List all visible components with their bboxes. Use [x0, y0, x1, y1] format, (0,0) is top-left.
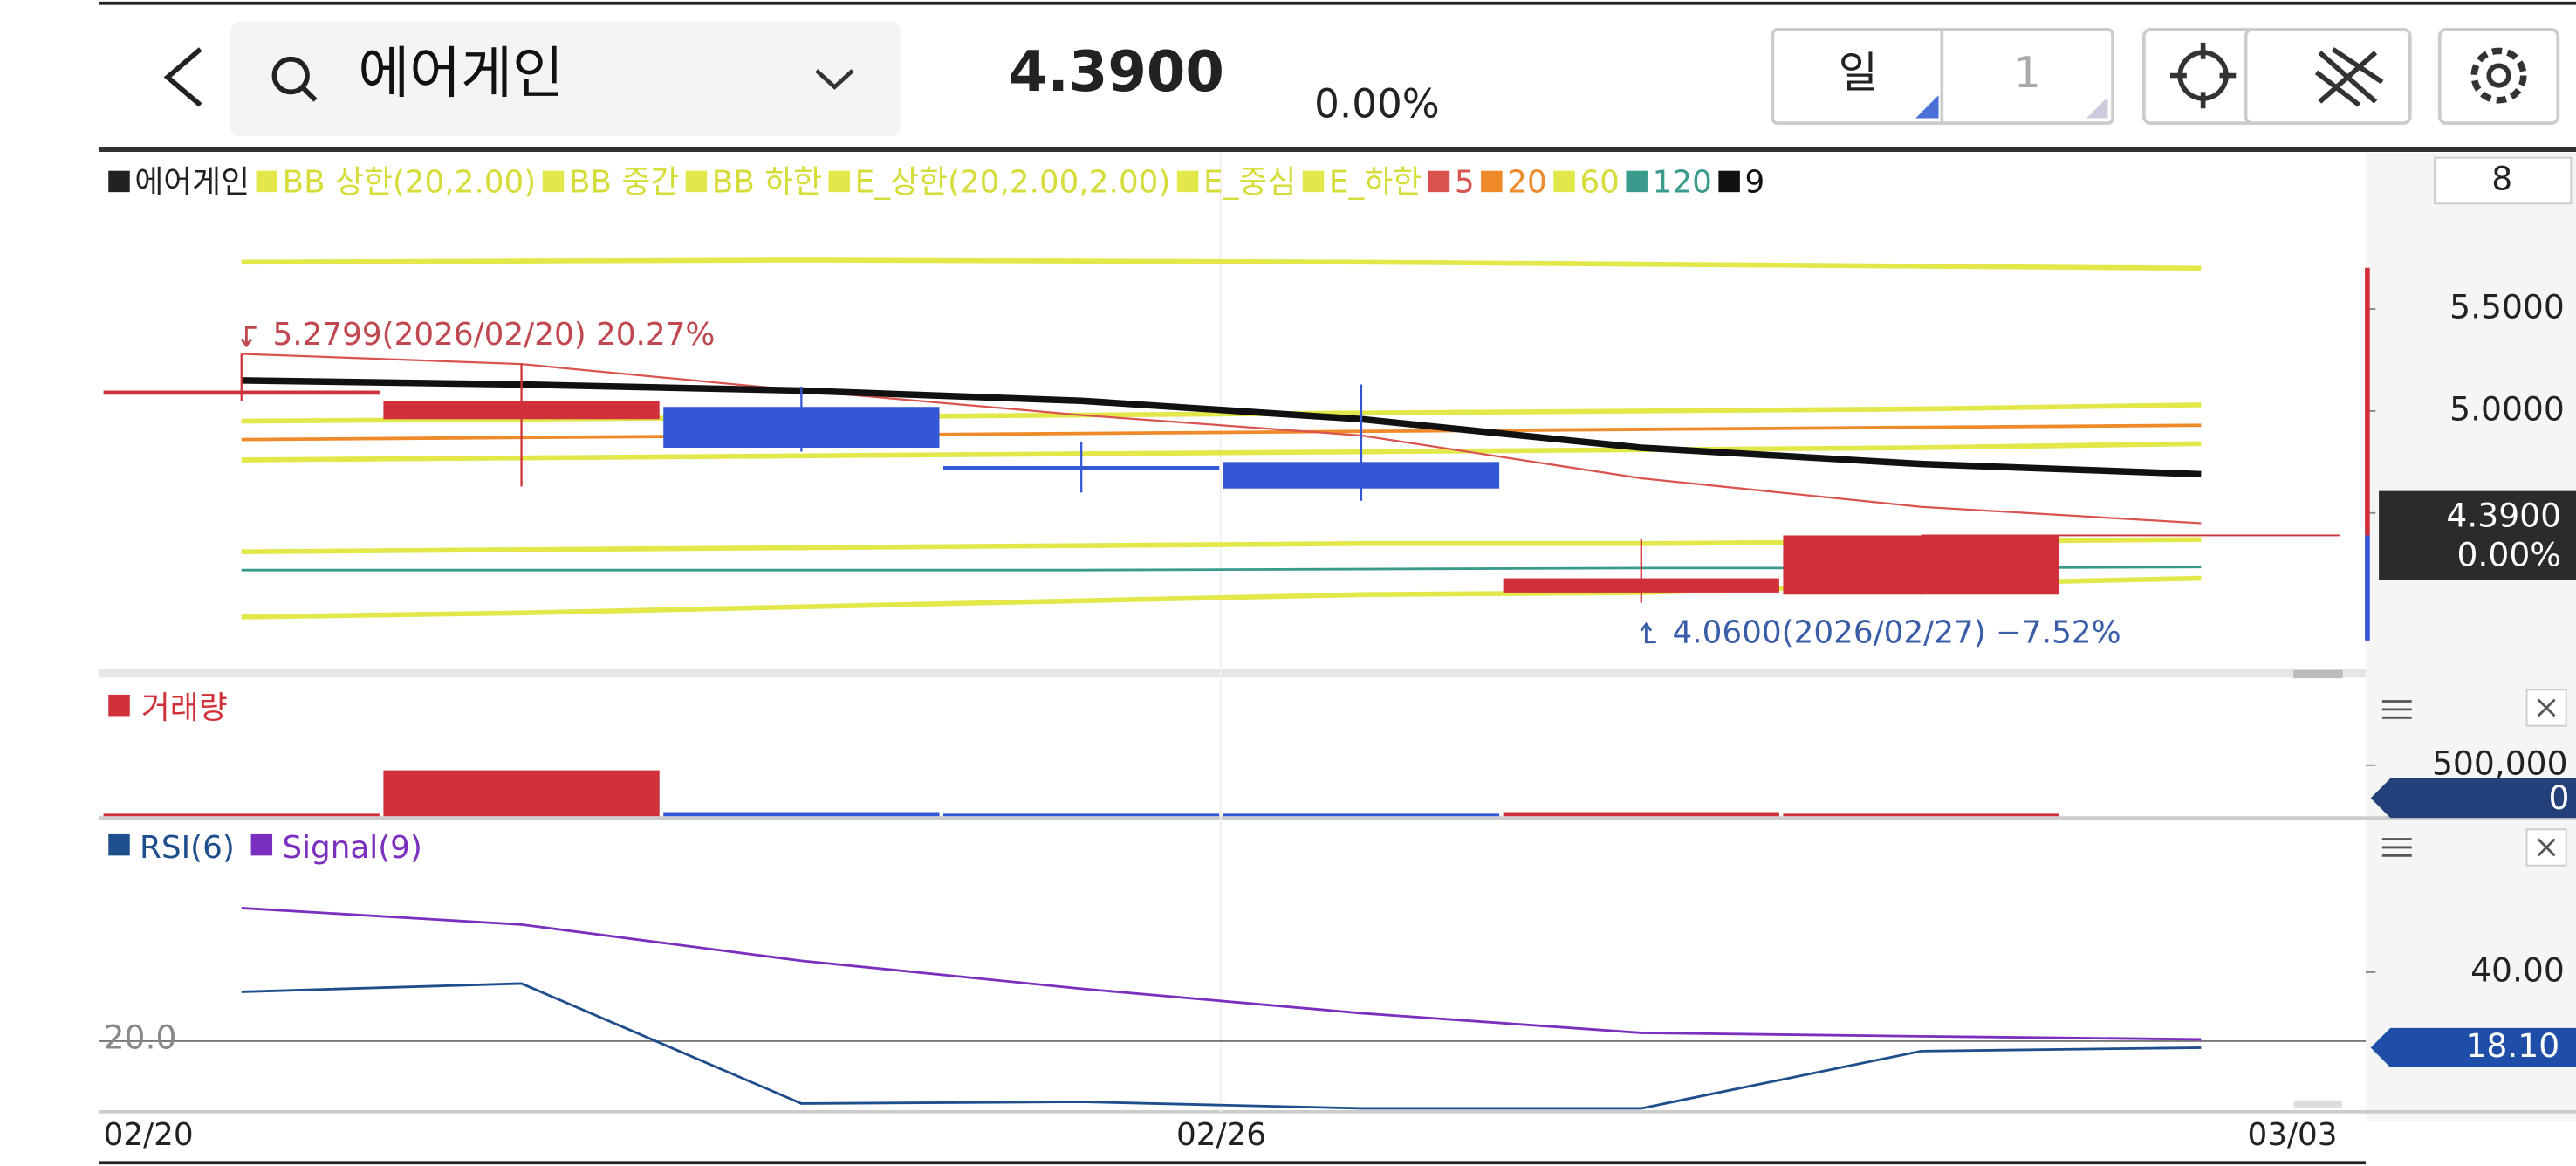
- current-price: 4.3900: [1009, 40, 1224, 105]
- rsi-tag: [2370, 1027, 2576, 1067]
- right-axis-area: [2366, 152, 2576, 1122]
- settings-button[interactable]: [2437, 27, 2560, 126]
- rsi-line: [241, 906, 2202, 1041]
- legend-swatch: [542, 170, 565, 193]
- annotation-text: 4.0600(2026/02/27) −7.52%: [1673, 614, 2121, 650]
- legend-label: 에어게인: [134, 165, 250, 201]
- y-tick-label: 5.5000: [2449, 288, 2565, 326]
- candle-body: [103, 390, 380, 395]
- legend-label: 20: [1507, 165, 1547, 201]
- legend-swatch: [685, 170, 708, 193]
- volume-bar: [663, 812, 940, 817]
- x-tick-label: 02/20: [104, 1117, 194, 1153]
- annotation-text: 5.2799(2026/02/20) 20.27%: [273, 317, 716, 353]
- draw-icon: [2314, 47, 2384, 107]
- volume-bar: [103, 813, 380, 817]
- candle-body: [383, 401, 660, 420]
- legend-swatch: [108, 833, 130, 856]
- dropdown-arrow[interactable]: [815, 69, 854, 90]
- legend-swatch: [108, 170, 130, 193]
- legend-swatch: [1428, 170, 1450, 193]
- search-box[interactable]: [230, 21, 901, 137]
- indicator-line: [241, 423, 2202, 442]
- panel-close-icon: [2537, 838, 2556, 857]
- legend-label: E_중심: [1203, 165, 1296, 201]
- volume-tag-label: 0: [2549, 778, 2570, 817]
- indicator-line: [241, 353, 2202, 525]
- candle-body: [1503, 578, 1779, 593]
- y-tick-label: 5.0000: [2449, 389, 2565, 428]
- indicator-line: [241, 257, 2202, 271]
- corner-label: 8: [2491, 159, 2512, 197]
- volume-bar: [1503, 812, 1779, 817]
- search-icon: [271, 56, 310, 95]
- back-button[interactable]: [163, 47, 202, 107]
- period-count[interactable]: 1: [2014, 48, 2041, 98]
- legend-swatch: [250, 833, 273, 856]
- legend-label: BB 중간: [569, 165, 679, 201]
- search-text: 에어게인: [358, 42, 564, 106]
- legend-swatch: [828, 170, 851, 193]
- x-tick-label: 02/26: [1176, 1117, 1266, 1153]
- legend-swatch: [1176, 170, 1199, 193]
- legend-label: BB 상한(20,2.00): [283, 165, 537, 201]
- legend-label: 120: [1653, 165, 1712, 201]
- y-tick-label: 500,000: [2432, 744, 2568, 782]
- candle-body: [1783, 535, 2059, 595]
- panel-menu-icon[interactable]: [2381, 700, 2412, 857]
- legend-label: RSI(6): [140, 830, 235, 866]
- legend-label: E_상한(20,2.00,2.00): [855, 165, 1171, 201]
- last-price-label: 4.3900: [2446, 496, 2561, 534]
- price-change: 0.00%: [1314, 80, 1439, 127]
- legend-swatch: [256, 170, 277, 193]
- y-tick-label: 40.00: [2470, 950, 2565, 989]
- volume-bar: [1783, 813, 2059, 817]
- indicator-line: [241, 441, 2202, 463]
- candle-body: [1223, 462, 1500, 489]
- rsi-scroll: [2293, 1100, 2343, 1109]
- annotation-arrow: [240, 326, 257, 348]
- volume-tag: [2370, 778, 2576, 819]
- settings-gear: [2470, 47, 2527, 104]
- rsi-line: [241, 982, 2202, 1110]
- corner-box: [2434, 156, 2573, 205]
- legend-label: Signal(9): [282, 830, 422, 866]
- panel-close-icon: [2537, 698, 2556, 717]
- last-price-tag: [2379, 490, 2576, 580]
- indicator-line: [241, 377, 2202, 478]
- volume-bar: [1223, 813, 1500, 817]
- legend-swatch: [1553, 170, 1575, 193]
- panel-resize[interactable]: [2293, 669, 2343, 679]
- rsi-tag-label: 18.10: [2465, 1026, 2559, 1065]
- legend-label: 5: [1455, 165, 1475, 201]
- legend-label: 9: [1745, 165, 1765, 201]
- crosshair-icon-lines: [2169, 42, 2237, 109]
- legend-swatch: [1481, 170, 1503, 193]
- period-count-corner: [2086, 97, 2108, 119]
- volume-bar: [383, 770, 660, 817]
- legend-swatch: [1302, 170, 1325, 193]
- reference-label: 20.0: [104, 1019, 177, 1057]
- period-corner: [1915, 95, 1939, 119]
- last-price-change: 0.00%: [2456, 535, 2561, 573]
- legend-swatch: [1626, 170, 1648, 193]
- settings-gear-center: [2486, 63, 2511, 88]
- volume-bar: [943, 813, 1220, 817]
- annotation-arrow: [1640, 621, 1656, 644]
- legend-swatch: [108, 694, 130, 717]
- search-icon-handle: [300, 85, 318, 102]
- period-label[interactable]: 일: [1839, 48, 1878, 98]
- candle-body: [663, 407, 940, 448]
- draw-button[interactable]: [2244, 27, 2412, 126]
- x-tick-label: 03/03: [2247, 1117, 2337, 1153]
- legend-label: BB 하한: [712, 165, 822, 201]
- candle-body: [943, 466, 1220, 470]
- legend-swatch: [1718, 170, 1740, 193]
- legend-label: 60: [1579, 165, 1620, 201]
- legend-label: E_하한: [1329, 165, 1422, 201]
- legend-label: 거래량: [141, 690, 228, 726]
